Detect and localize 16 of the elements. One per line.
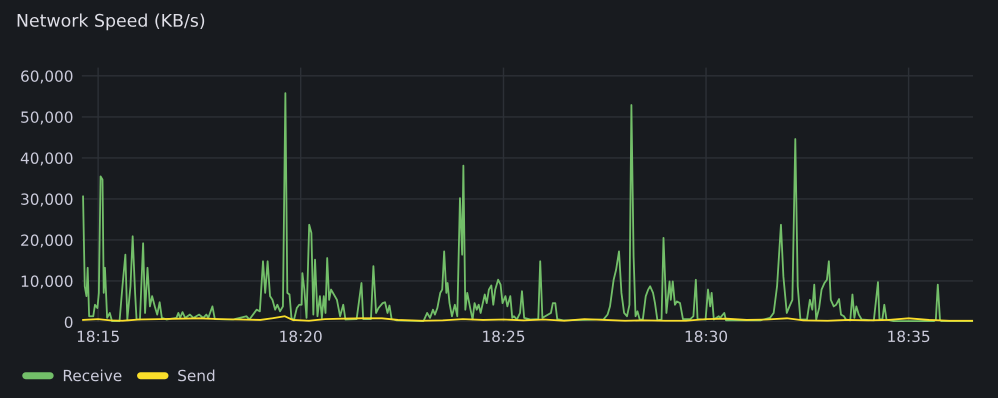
chart-title: Network Speed (KB/s) xyxy=(18,13,204,30)
x-tick-label: 18:30 xyxy=(686,330,728,342)
x-tick-label: 18:25 xyxy=(483,330,524,342)
line-series xyxy=(82,92,974,322)
y-tick-label: 0 xyxy=(64,316,72,328)
x-tick-label: 18:20 xyxy=(280,330,322,342)
legend-label: Receive xyxy=(64,369,122,382)
y-tick-label: 10,000 xyxy=(22,275,72,289)
x-tick-label: 18:35 xyxy=(888,330,930,342)
y-tick-label: 40,000 xyxy=(20,152,72,166)
y-tick-label: 60,000 xyxy=(21,70,72,84)
legend-label: Send xyxy=(178,369,214,382)
x-tick-label: 18:15 xyxy=(78,330,119,342)
y-tick-label: 30,000 xyxy=(21,193,72,207)
y-tick-label: 20,000 xyxy=(21,234,72,248)
y-tick-label: 50,000 xyxy=(21,111,72,124)
